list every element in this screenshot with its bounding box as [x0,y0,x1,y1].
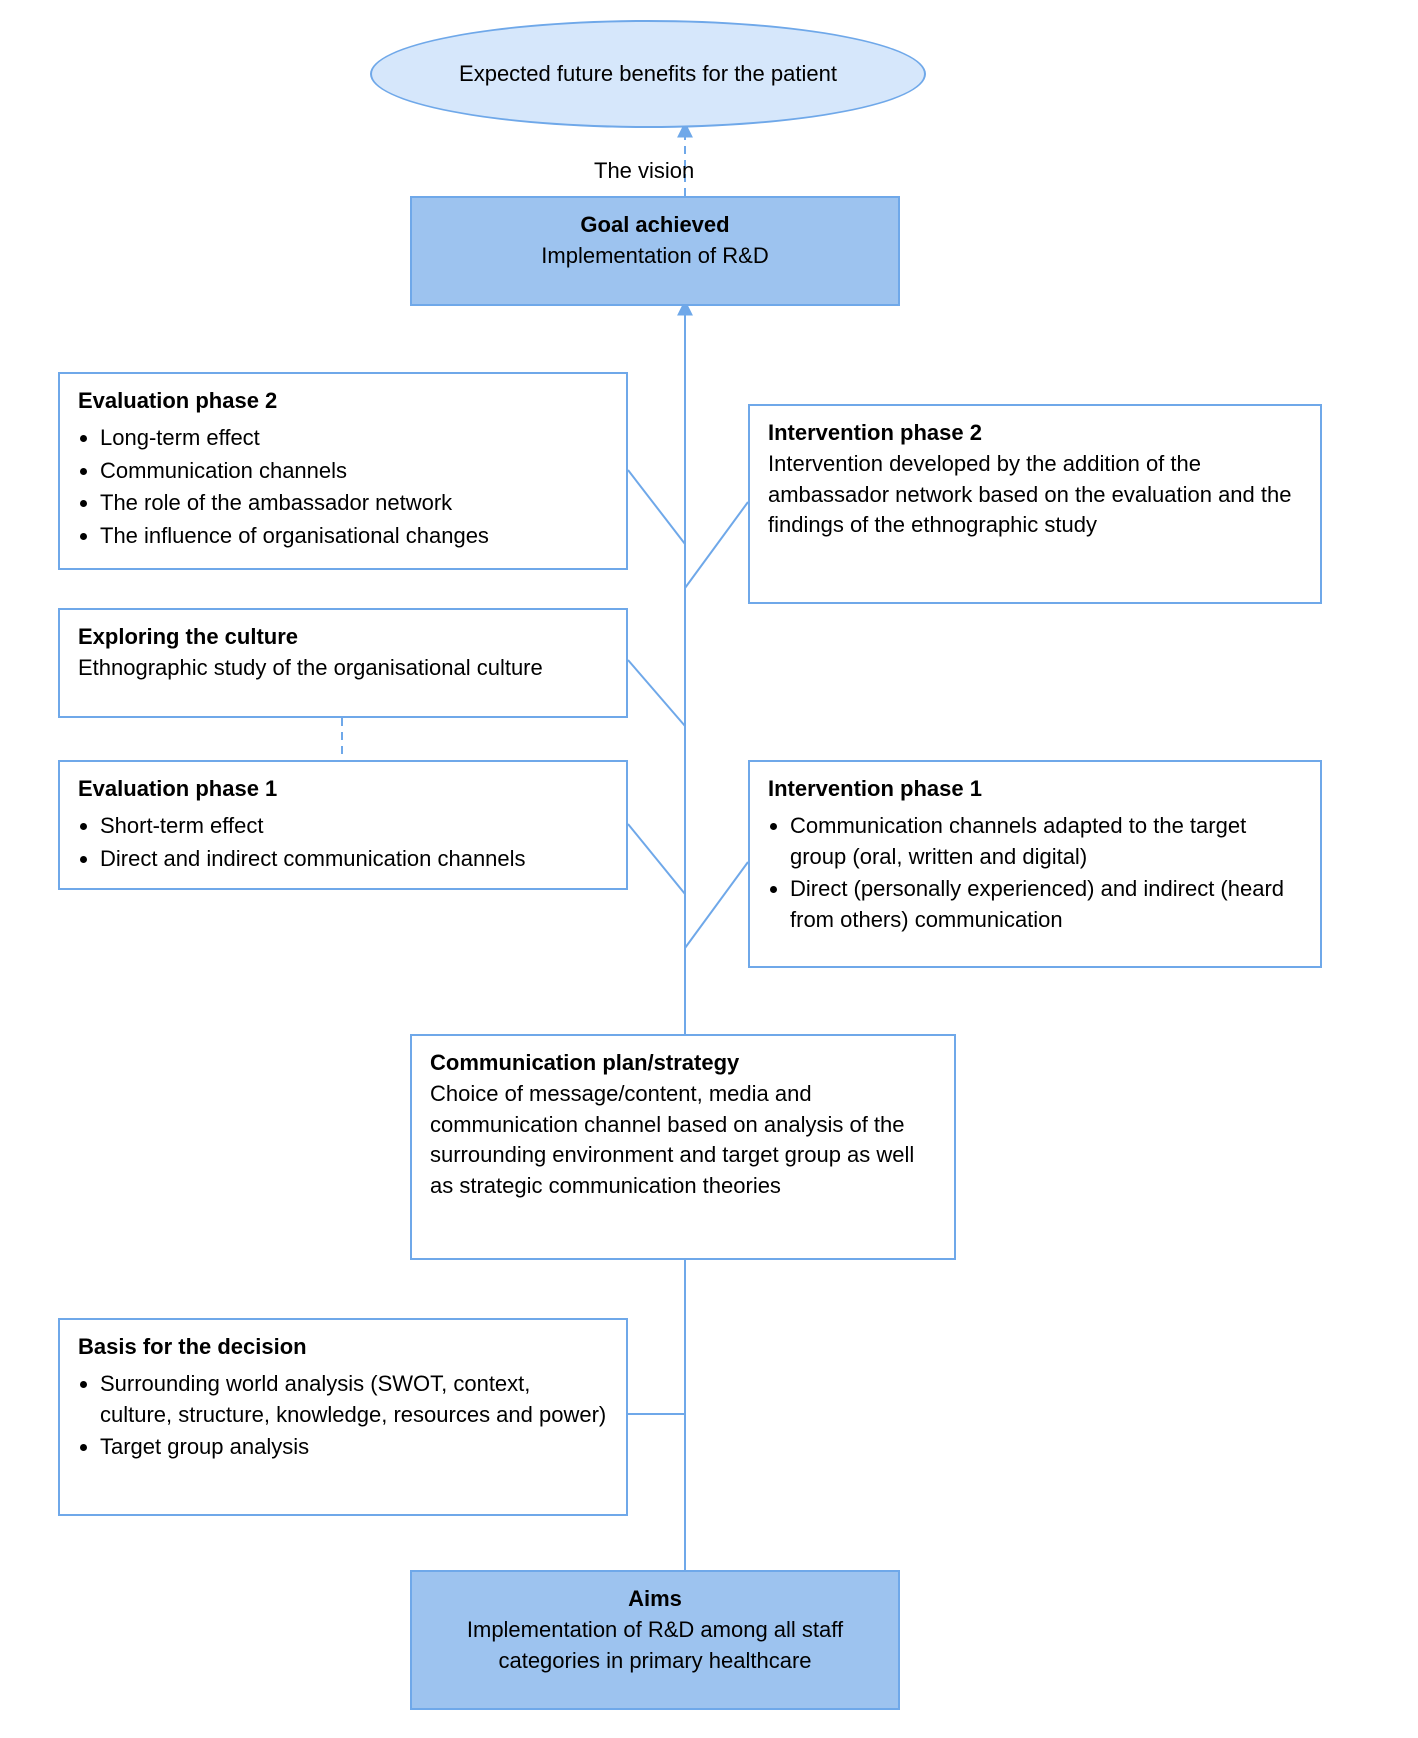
exploring-culture-title: Exploring the culture [78,622,608,653]
basis-box: Basis for the decision Surrounding world… [58,1318,628,1516]
goal-title: Goal achieved [430,210,880,241]
evaluation-phase-1-box: Evaluation phase 1 Short-term effect Dir… [58,760,628,890]
list-item: The role of the ambassador network [100,488,608,519]
evaluation-phase-2-title: Evaluation phase 2 [78,386,608,417]
intervention-phase-2-body: Intervention developed by the addition o… [768,449,1302,541]
basis-bullets: Surrounding world analysis (SWOT, contex… [78,1369,608,1463]
communication-plan-box: Communication plan/strategy Choice of me… [410,1034,956,1260]
intervention-phase-1-bullets: Communication channels adapted to the ta… [768,811,1302,936]
exploring-culture-box: Exploring the culture Ethnographic study… [58,608,628,718]
intervention-phase-2-title: Intervention phase 2 [768,418,1302,449]
list-item: Target group analysis [100,1432,608,1463]
intervention-phase-1-box: Intervention phase 1 Communication chann… [748,760,1322,968]
list-item: Direct (personally experienced) and indi… [790,874,1302,936]
vision-connector-label: The vision [594,158,694,184]
goal-box: Goal achieved Implementation of R&D [410,196,900,306]
list-item: Communication channels [100,456,608,487]
evaluation-phase-2-bullets: Long-term effect Communication channels … [78,423,608,552]
list-item: Direct and indirect communication channe… [100,844,608,875]
list-item: Long-term effect [100,423,608,454]
list-item: Short-term effect [100,811,608,842]
goal-body: Implementation of R&D [430,241,880,272]
aims-title: Aims [430,1584,880,1615]
intervention-phase-2-box: Intervention phase 2 Intervention develo… [748,404,1322,604]
evaluation-phase-2-box: Evaluation phase 2 Long-term effect Comm… [58,372,628,570]
list-item: The influence of organisational changes [100,521,608,552]
aims-box: Aims Implementation of R&D among all sta… [410,1570,900,1710]
list-item: Communication channels adapted to the ta… [790,811,1302,873]
evaluation-phase-1-bullets: Short-term effect Direct and indirect co… [78,811,608,875]
communication-plan-title: Communication plan/strategy [430,1048,936,1079]
list-item: Surrounding world analysis (SWOT, contex… [100,1369,608,1431]
intervention-phase-1-title: Intervention phase 1 [768,774,1302,805]
aims-body: Implementation of R&D among all staff ca… [430,1615,880,1677]
vision-ellipse: Expected future benefits for the patient [370,20,926,128]
basis-title: Basis for the decision [78,1332,608,1363]
exploring-culture-body: Ethnographic study of the organisational… [78,653,608,684]
flowchart: Expected future benefits for the patient… [0,0,1418,1738]
vision-label: Expected future benefits for the patient [459,59,837,90]
communication-plan-body: Choice of message/content, media and com… [430,1079,936,1202]
evaluation-phase-1-title: Evaluation phase 1 [78,774,608,805]
